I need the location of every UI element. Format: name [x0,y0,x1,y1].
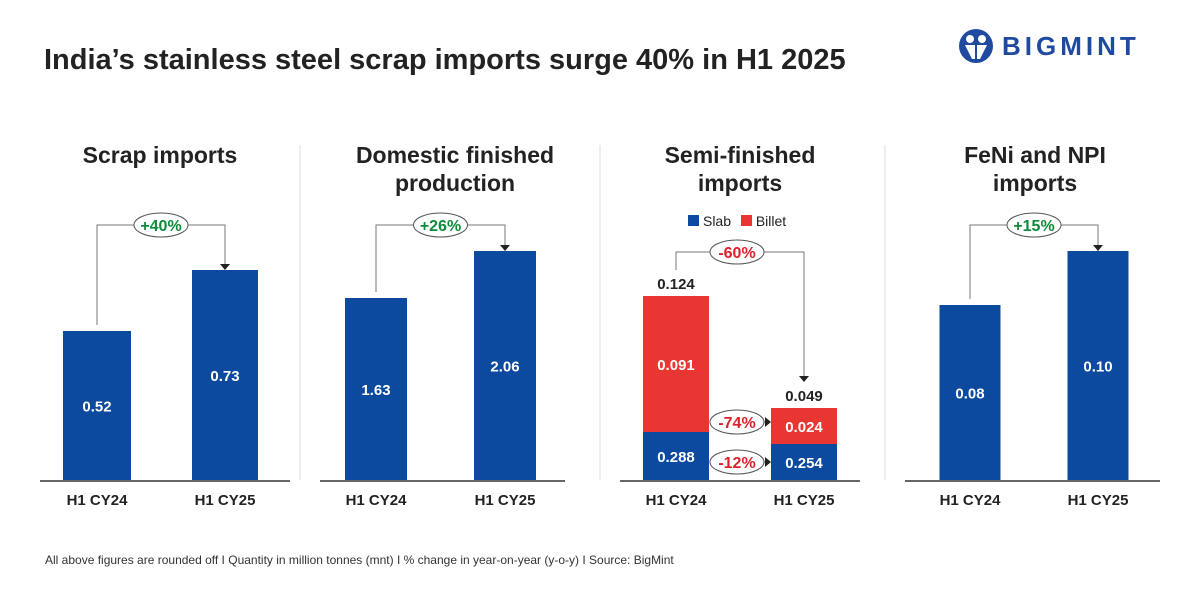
bar [474,251,536,480]
bigmint-logo: BIGMINT [958,28,1140,64]
category-label: H1 CY24 [67,492,129,509]
category-label: H1 CY25 [774,492,835,509]
change-label: +26% [420,218,461,235]
change-label: -74% [718,415,755,432]
legend-swatch-billet [741,215,752,226]
panel-title: Domestic finished [356,142,554,168]
bar [1067,251,1129,480]
legend-label: Billet [756,213,786,229]
bar [345,298,407,480]
bar-slab [771,444,837,480]
arrow-icon [765,417,771,427]
arrow-icon [1093,245,1103,251]
change-pill [133,212,189,238]
category-label: H1 CY25 [195,492,256,509]
bar-billet [771,408,837,444]
arrow-icon [500,245,510,251]
category-label: H1 CY24 [646,492,708,509]
value-label: 1.63 [361,382,390,399]
total-label: 0.049 [785,388,823,405]
chart-title: India’s stainless steel scrap imports su… [44,44,846,76]
category-label: H1 CY24 [346,492,408,509]
panel-title: production [395,170,515,196]
legend-swatch-slab [688,215,699,226]
value-label: 2.06 [490,359,519,376]
footnote: All above figures are rounded off I Quan… [45,553,674,567]
logo-text: BIGMINT [1002,30,1140,61]
change-label: -60% [718,245,755,262]
value-label: 0.73 [210,368,239,385]
arrow-icon [799,376,809,382]
panel-title: Semi-finished [665,142,816,168]
value-label: 0.10 [1083,359,1112,376]
change-label: -12% [718,455,755,472]
change-pill [413,212,468,238]
bar [192,270,258,480]
value-label: 0.024 [785,419,823,436]
arrow-icon [765,457,771,467]
value-label: 0.08 [955,386,984,403]
category-label: H1 CY25 [475,492,536,509]
category-label: H1 CY25 [1068,492,1129,509]
bar [939,305,1001,480]
category-label: H1 CY24 [940,492,1002,509]
value-label: 0.254 [785,455,823,472]
bar-slab [643,432,709,480]
legend-label: Slab [703,213,731,229]
panel-title: imports [698,170,782,196]
value-label: 0.52 [82,399,111,416]
change-pill [1006,212,1062,238]
bar [63,331,131,480]
bar-billet [643,296,709,432]
value-label: 0.091 [657,357,695,374]
panel-title: Scrap imports [83,142,238,168]
panel-title: FeNi and NPI [964,142,1106,168]
change-label: +40% [140,218,181,235]
change-pill [709,409,765,435]
logo-icon [959,29,993,63]
change-pill [709,449,765,475]
total-label: 0.124 [657,276,695,293]
change-label: +15% [1013,218,1054,235]
value-label: 0.288 [657,449,695,466]
change-pill [709,239,765,265]
panel-title: imports [993,170,1077,196]
arrow-icon [220,264,230,270]
